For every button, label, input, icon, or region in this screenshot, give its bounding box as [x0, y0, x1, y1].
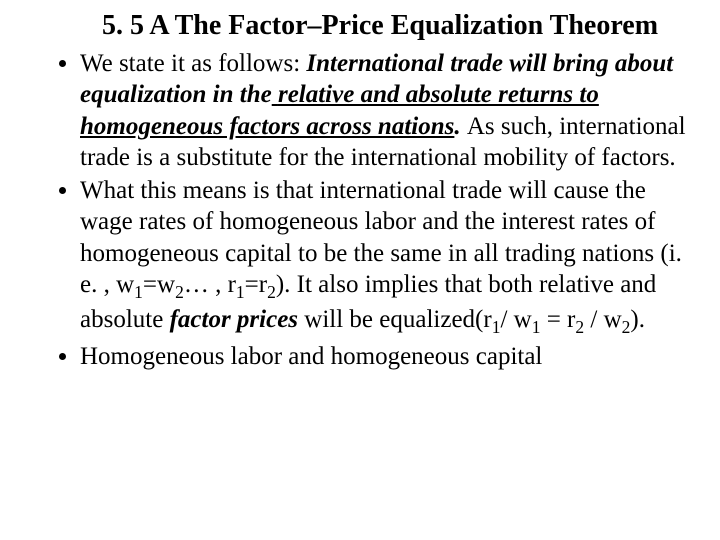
b2-s2: 2 — [175, 282, 184, 302]
slide-title: 5. 5 A The Factor–Price Equalization The… — [30, 10, 690, 42]
b2-fp: factor prices — [170, 306, 298, 333]
b2-s3: 1 — [236, 282, 245, 302]
bullet-1: We state it as follows: International tr… — [80, 48, 690, 173]
bullet-3: Homogeneous labor and homogeneous capita… — [80, 341, 690, 372]
b1-period: . — [454, 113, 467, 140]
b2-end: ). — [630, 306, 645, 333]
b2-slash2: / w — [584, 306, 622, 333]
bullet-2: What this means is that international tr… — [80, 175, 690, 339]
b2-mid3: will be equalized(r — [298, 306, 492, 333]
b2-slash1: / w — [500, 306, 531, 333]
b2-s1: 1 — [134, 282, 143, 302]
bullet-list: We state it as follows: International tr… — [30, 48, 690, 372]
slide: 5. 5 A The Factor–Price Equalization The… — [0, 0, 720, 394]
b1-lead: We state it as follows: — [80, 50, 306, 77]
b2-eq1: =w — [143, 271, 175, 298]
b2-eq3: = r — [540, 306, 575, 333]
b2-s4: 2 — [267, 282, 276, 302]
b2-eq2: =r — [245, 271, 267, 298]
b2-mid1: … , r — [184, 271, 236, 298]
b2-s7: 2 — [575, 317, 584, 337]
